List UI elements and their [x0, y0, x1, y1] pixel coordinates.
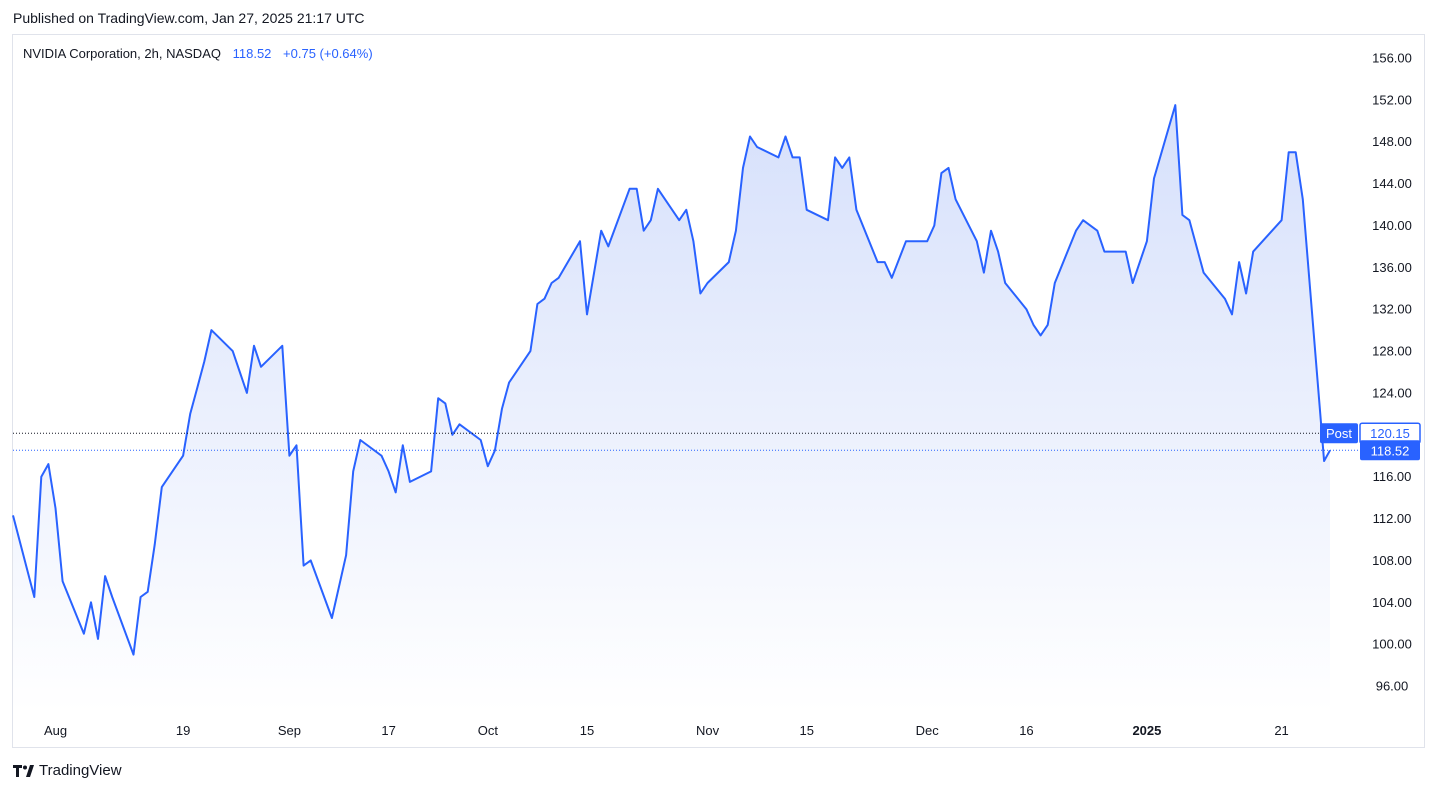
y-tick-label: 116.00: [1373, 469, 1412, 484]
price-line: [12, 104, 1331, 656]
y-tick-label: 140.00: [1372, 218, 1412, 233]
x-tick-label: 17: [381, 723, 395, 738]
y-tick-label: 100.00: [1372, 637, 1412, 652]
tradingview-logo-icon: [13, 764, 34, 777]
y-axis: 96.00100.00104.00108.00112.00116.00120.0…: [1372, 51, 1412, 694]
chart-legend: NVIDIA Corporation, 2h, NASDAQ 118.52 +0…: [23, 46, 373, 61]
y-tick-label: 132.00: [1372, 302, 1412, 317]
y-tick-label: 156.00: [1372, 51, 1412, 66]
published-text: Published on TradingView.com, Jan 27, 20…: [13, 10, 365, 26]
y-tick-label: 152.00: [1372, 92, 1412, 107]
chart-frame: [12, 34, 1425, 748]
tradingview-brand: TradingView: [39, 762, 122, 779]
symbol-label: NVIDIA Corporation, 2h, NASDAQ: [23, 46, 221, 61]
y-tick-label: 112.00: [1373, 511, 1412, 526]
x-tick-label: 16: [1019, 723, 1033, 738]
x-tick-label: Dec: [916, 723, 940, 738]
x-tick-label: 15: [580, 723, 594, 738]
y-tick-label: 108.00: [1372, 553, 1412, 568]
x-tick-label: Nov: [696, 723, 720, 738]
x-tick-label: Aug: [44, 723, 67, 738]
x-tick-label: 2025: [1132, 723, 1161, 738]
x-tick-label: 15: [800, 723, 814, 738]
price-lines: Post 120.15 118.52: [13, 422, 1421, 461]
y-tick-label: 136.00: [1372, 260, 1412, 275]
y-tick-label: 128.00: [1372, 344, 1412, 359]
price-change: +0.75 (+0.64%): [283, 46, 373, 61]
x-tick-label: Sep: [278, 723, 301, 738]
last-price-badge: [1360, 440, 1420, 461]
y-tick-label: 124.00: [1372, 385, 1412, 400]
x-tick-label: Oct: [478, 723, 499, 738]
x-tick-label: 19: [176, 723, 190, 738]
x-axis: Aug 19 Sep 17 Oct 15 Nov 15 Dec 16 2025 21: [44, 723, 1289, 738]
y-tick-label: 104.00: [1372, 595, 1412, 610]
post-tag-label: Post: [1326, 426, 1352, 441]
price-area: [13, 105, 1330, 713]
y-tick-label: 96.00: [1376, 679, 1409, 694]
post-price-badge-label: 120.15: [1370, 426, 1410, 441]
y-tick-label: 148.00: [1372, 134, 1412, 149]
post-tag: [1320, 423, 1358, 444]
y-tick-label: 144.00: [1372, 176, 1412, 191]
x-tick-label: 21: [1274, 723, 1288, 738]
last-price: 118.52: [232, 46, 272, 61]
last-price-badge-label: 118.52: [1371, 443, 1410, 458]
footer: TradingView: [13, 762, 122, 779]
